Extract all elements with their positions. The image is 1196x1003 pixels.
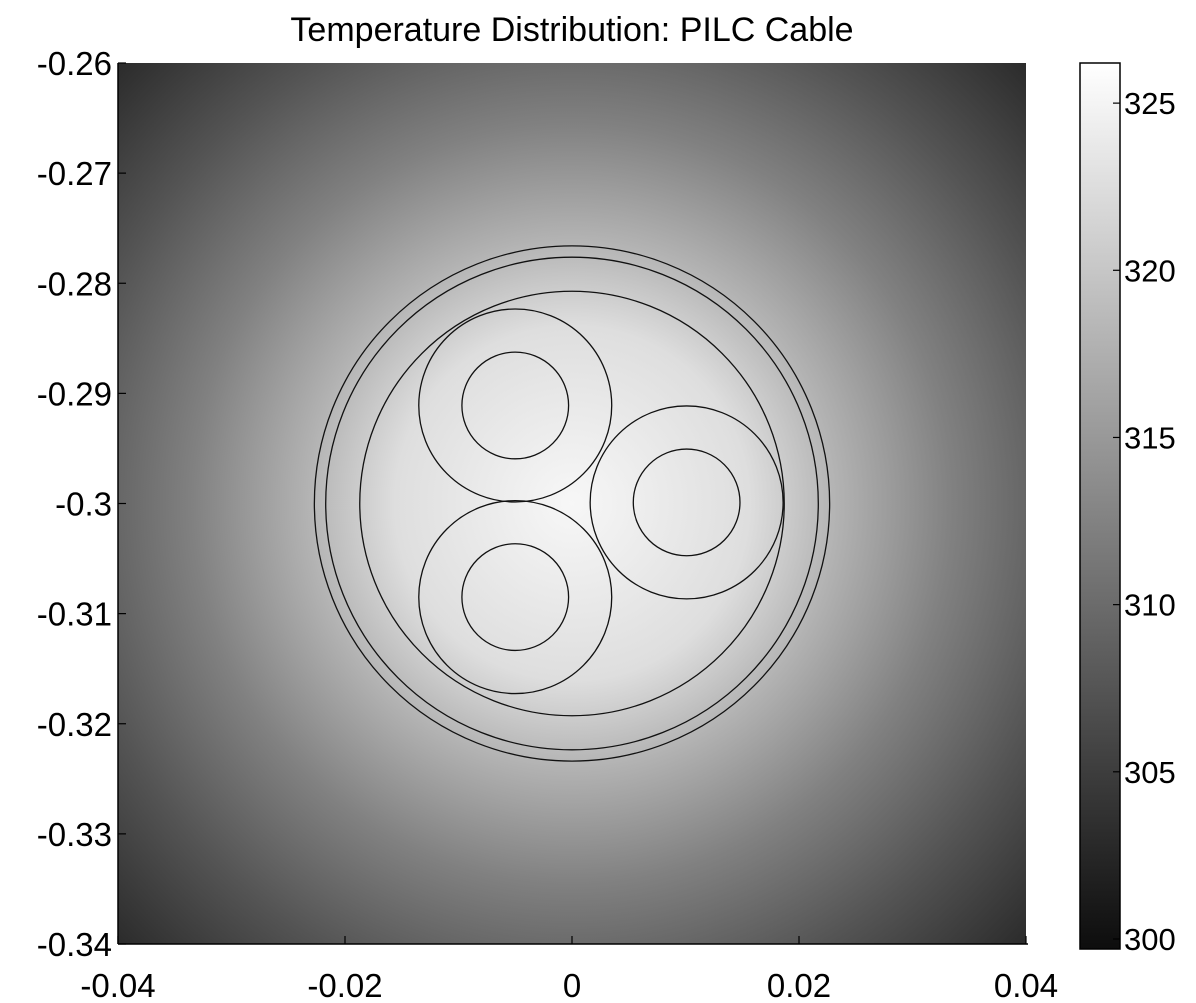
y-tick-label: -0.31 [37,596,112,633]
outer-sheath-boundary [313,245,831,762]
colorbar-tick-label: 305 [1124,755,1176,790]
y-tick-label: -0.29 [37,375,112,412]
x-tick-label: 0.04 [994,967,1058,1003]
colorbar-tick-label: 315 [1124,420,1176,455]
y-tick-label: -0.27 [37,155,112,192]
colorbar-ticks: 300 305 310 315 320 325 [1113,86,1176,957]
y-tick-label: -0.34 [37,926,112,963]
x-tick-label: 0 [563,967,581,1003]
belt-insulation-boundary [359,290,785,717]
colorbar: 300 305 310 315 320 325 [1079,62,1176,957]
sheath-inner-boundary [325,256,819,751]
core-1-insulation-boundary [418,308,613,503]
x-tick-label: -0.02 [307,967,382,1003]
core-3-conductor-boundary [461,543,570,652]
x-tick-label: -0.04 [80,967,155,1003]
y-tick-label: -0.28 [37,265,112,302]
colorbar-tick-label: 320 [1124,253,1176,288]
x-axis: -0.04 -0.02 0 0.02 0.04 [80,936,1058,1003]
colorbar-tick-label: 325 [1124,86,1176,121]
y-tick-label: -0.3 [55,486,112,523]
y-tick-label: -0.32 [37,706,112,743]
chart-title: Temperature Distribution: PILC Cable [290,11,853,49]
colorbar-tick-label: 310 [1124,588,1176,623]
y-tick-label: -0.26 [37,45,112,82]
y-axis: -0.26 -0.27 -0.28 -0.29 -0.3 -0.31 -0.32 -0.33 -… [37,45,126,963]
cable-geometry [313,245,831,762]
core-2-conductor-boundary [632,448,741,557]
y-tick-label: -0.33 [37,816,112,853]
core-3-insulation-boundary [418,499,613,695]
colorbar-scale [1079,62,1121,950]
plot-area [118,63,1026,944]
colorbar-tick-label: 300 [1124,922,1176,957]
x-tick-label: 0.02 [767,967,831,1003]
core-2-insulation-boundary [589,405,784,600]
core-1-conductor-boundary [461,351,570,460]
temperature-field [118,63,1026,944]
